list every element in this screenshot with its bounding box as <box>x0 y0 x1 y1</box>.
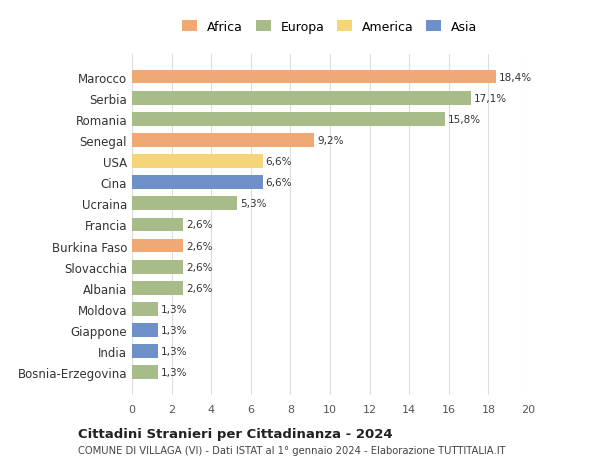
Bar <box>132 134 314 147</box>
Text: 6,6%: 6,6% <box>266 157 292 167</box>
Bar <box>132 345 158 358</box>
Text: 6,6%: 6,6% <box>266 178 292 188</box>
Text: 2,6%: 2,6% <box>187 262 213 272</box>
Text: 5,3%: 5,3% <box>240 199 266 209</box>
Text: 1,3%: 1,3% <box>161 347 187 356</box>
Text: 1,3%: 1,3% <box>161 368 187 377</box>
Bar <box>132 239 184 253</box>
Bar <box>132 366 158 379</box>
Text: 2,6%: 2,6% <box>187 283 213 293</box>
Bar <box>132 260 184 274</box>
Bar <box>132 71 496 84</box>
Bar <box>132 197 237 211</box>
Text: 17,1%: 17,1% <box>473 94 506 103</box>
Bar <box>132 176 263 190</box>
Text: 15,8%: 15,8% <box>448 115 481 124</box>
Bar <box>132 155 263 168</box>
Bar <box>132 92 470 105</box>
Text: 18,4%: 18,4% <box>499 73 532 82</box>
Text: 9,2%: 9,2% <box>317 135 344 146</box>
Legend: Africa, Europa, America, Asia: Africa, Europa, America, Asia <box>179 17 481 38</box>
Text: 1,3%: 1,3% <box>161 304 187 314</box>
Bar <box>132 324 158 337</box>
Text: 2,6%: 2,6% <box>187 241 213 251</box>
Text: 1,3%: 1,3% <box>161 325 187 335</box>
Bar <box>132 281 184 295</box>
Bar <box>132 112 445 126</box>
Bar <box>132 302 158 316</box>
Bar <box>132 218 184 232</box>
Text: 2,6%: 2,6% <box>187 220 213 230</box>
Text: Cittadini Stranieri per Cittadinanza - 2024: Cittadini Stranieri per Cittadinanza - 2… <box>78 427 392 440</box>
Text: COMUNE DI VILLAGA (VI) - Dati ISTAT al 1° gennaio 2024 - Elaborazione TUTTITALIA: COMUNE DI VILLAGA (VI) - Dati ISTAT al 1… <box>78 445 506 455</box>
